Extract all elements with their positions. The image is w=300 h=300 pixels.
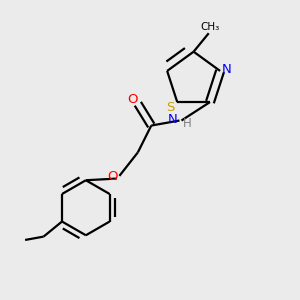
Text: N: N [221,63,231,76]
Text: S: S [167,100,175,114]
Text: N: N [167,113,177,126]
Text: H: H [183,117,192,130]
Text: CH₃: CH₃ [200,22,219,32]
Text: O: O [128,93,138,106]
Text: O: O [107,170,117,183]
